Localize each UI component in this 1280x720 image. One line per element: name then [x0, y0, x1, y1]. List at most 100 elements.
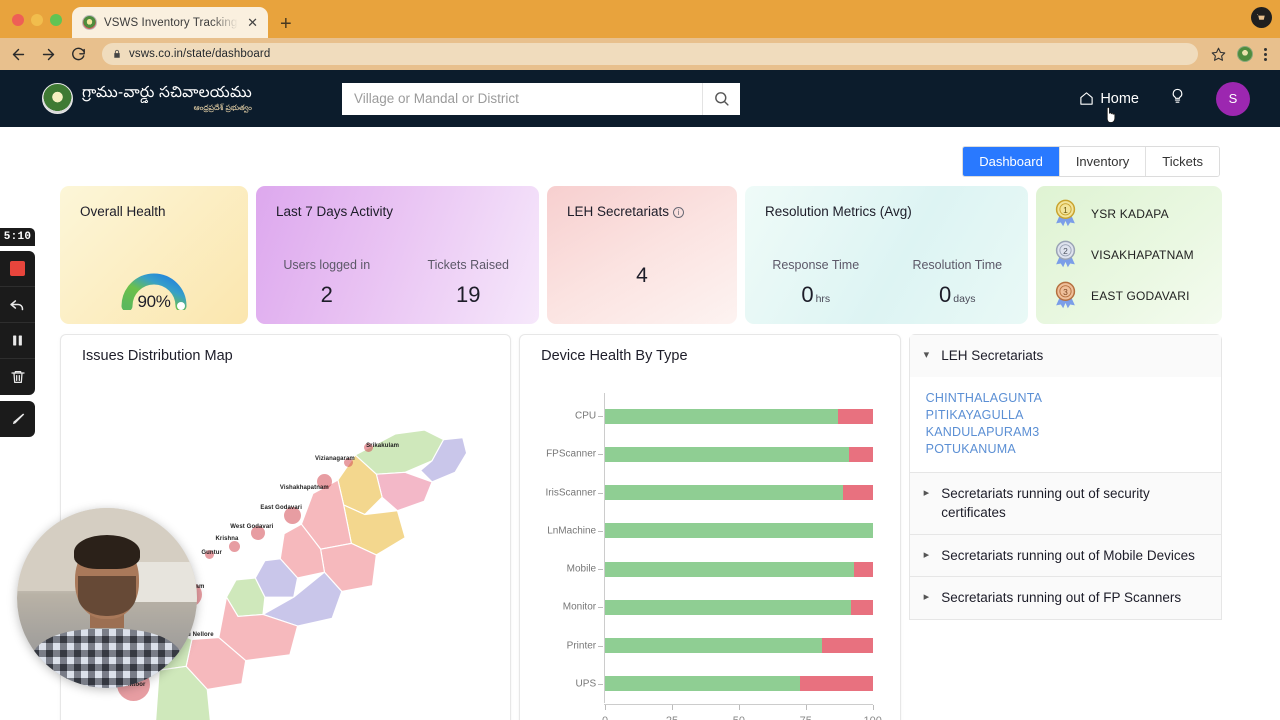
chart-bar-row: Mobile [567, 561, 873, 577]
close-tab-icon[interactable]: ✕ [247, 15, 258, 30]
info-icon[interactable]: i [673, 207, 685, 218]
chart-bar-segment-healthy[interactable] [605, 485, 844, 501]
new-tab-button[interactable]: + [280, 13, 292, 35]
ideas-bulb-button[interactable] [1169, 88, 1186, 110]
map-issue-dot[interactable] [205, 549, 215, 559]
pen-button[interactable] [0, 401, 35, 437]
stat-users-logged-in: Users logged in 2 [256, 258, 398, 308]
chart-bar-segment-unhealthy[interactable] [837, 408, 873, 424]
webcam-person-hair [74, 535, 140, 569]
chart-bar-segment-healthy[interactable] [605, 638, 822, 654]
browser-tab[interactable]: VSWS Inventory Tracking Porta ✕ [72, 7, 268, 38]
chart-bar-segment-unhealthy[interactable] [848, 446, 873, 462]
webcam-bubble[interactable] [17, 508, 197, 688]
pause-button[interactable] [0, 323, 35, 359]
kpi-card-row: Overall Health 90% [60, 186, 1222, 324]
close-window-button[interactable] [12, 14, 24, 26]
search-button[interactable] [702, 82, 740, 115]
webcam-person-body [32, 628, 182, 688]
chart-bar-row: IrisScanner [546, 485, 873, 501]
chart-x-tick-label: 25 [666, 715, 678, 720]
chart-y-tick [598, 416, 604, 418]
secretariat-link[interactable]: PITIKAYAGULLA [925, 407, 1024, 422]
chart-bar-row: UPS [576, 676, 873, 692]
user-avatar[interactable]: S [1216, 81, 1250, 116]
chart-bar-segment-unhealthy[interactable] [853, 561, 873, 577]
map-issue-dot[interactable] [251, 525, 266, 540]
nav-home[interactable]: Home [1079, 91, 1139, 123]
chart-bar-segment-unhealthy[interactable] [851, 599, 873, 615]
map-district-label: West Godavari [230, 524, 274, 531]
chevron-right-icon: ▸ [923, 486, 930, 499]
secretariat-link[interactable]: KANDULAPURAM3 [925, 424, 1040, 439]
card-title-overall-health: Overall Health [80, 204, 166, 219]
search-input[interactable] [342, 82, 702, 115]
pause-icon [13, 335, 22, 346]
undo-button[interactable] [0, 287, 35, 323]
chart-bar-segment-healthy[interactable] [605, 561, 854, 577]
chart-bar-segment-unhealthy[interactable] [821, 638, 873, 654]
minimize-window-button[interactable] [31, 14, 43, 26]
map-issue-dot[interactable] [317, 474, 333, 490]
tab-title: VSWS Inventory Tracking Porta [104, 16, 238, 29]
accordion-header[interactable]: ▸ Secretariats running out of Mobile Dev… [909, 534, 1221, 577]
map-district-label: Vishakhapatnam [279, 484, 329, 491]
address-bar-url: vsws.co.in/state/dashboard [129, 48, 271, 60]
mouse-cursor-icon [1107, 106, 1116, 123]
accordion-security-certificates: ▸ Secretariats running out of security c… [908, 471, 1222, 534]
browser-menu-button[interactable] [1264, 47, 1267, 61]
map-district-label: East Godavari [260, 504, 302, 511]
secretariat-link[interactable]: CHINTHALAGUNTA [925, 390, 1043, 405]
maximize-window-button[interactable] [50, 14, 62, 26]
accordion-header[interactable]: ▸ Secretariats running out of FP Scanner… [909, 577, 1221, 619]
map-district-label: Srikakulam [366, 442, 400, 449]
tab-tickets[interactable]: Tickets [1146, 147, 1219, 176]
chevron-down-icon: ▾ [923, 349, 930, 361]
chart-bar-segment-unhealthy[interactable] [800, 676, 873, 692]
tab-dashboard[interactable]: Dashboard [963, 147, 1060, 176]
stat-value: 0 [939, 282, 952, 307]
map-issue-dot[interactable] [283, 507, 301, 525]
browser-tabstrip: VSWS Inventory Tracking Porta ✕ + [0, 0, 1280, 38]
chart-bar-segment-healthy[interactable] [605, 599, 852, 615]
chart-bar-segment-healthy[interactable] [605, 523, 873, 539]
stop-recording-button[interactable] [0, 251, 35, 287]
secretariat-link[interactable]: POTUKANUMA [925, 441, 1016, 456]
accordion-header[interactable]: ▾ LEH Secretariats [909, 335, 1221, 377]
address-bar[interactable]: vsws.co.in/state/dashboard [102, 43, 1198, 65]
chart-bar-segment-healthy[interactable] [605, 408, 838, 424]
tab-inventory[interactable]: Inventory [1059, 147, 1147, 176]
accordion-header[interactable]: ▸ Secretariats running out of security c… [909, 472, 1221, 534]
chart-y-tick [598, 569, 604, 571]
panel-row: Issues Distribution Map [60, 334, 1222, 720]
chart-y-tick-label: Monitor [562, 601, 597, 613]
svg-text:2: 2 [1063, 246, 1068, 256]
ranking-name: YSR KADAPA [1091, 207, 1169, 221]
delete-button[interactable] [0, 359, 35, 395]
chart-y-tick [598, 530, 604, 532]
extension-icon[interactable] [1237, 46, 1253, 62]
chart-bar-segment-healthy[interactable] [605, 446, 849, 462]
window-controls [0, 14, 72, 38]
forward-button[interactable] [40, 46, 57, 63]
back-button[interactable] [10, 46, 27, 63]
site-logo[interactable]: గ్రాము-వార్డు సచివాలయము ఆంధ్రప్రదేశ్ ప్ర… [42, 83, 310, 114]
card-last-7-days-activity: Last 7 Days Activity Users logged in 2 T… [256, 186, 539, 324]
profile-badge-icon[interactable] [1251, 7, 1272, 28]
gold-medal-icon: 1 [1055, 199, 1076, 227]
map-issue-dot[interactable] [364, 442, 374, 452]
health-gauge: 90% [110, 248, 198, 315]
bookmark-star-icon[interactable] [1211, 47, 1226, 62]
chart-x-axis [604, 704, 873, 705]
card-title-leh: LEH Secretariats i [567, 204, 685, 219]
card-title-activity: Last 7 Days Activity [276, 204, 394, 219]
toolbar-actions [1211, 46, 1270, 62]
panel-secretariat-alerts: ▾ LEH Secretariats CHINTHALAGUNTA PITIKA… [908, 334, 1222, 720]
chart-bar-segment-unhealthy[interactable] [843, 485, 873, 501]
chart-bar-segment-healthy[interactable] [605, 676, 801, 692]
reload-button[interactable] [70, 46, 87, 63]
map-issue-dot[interactable] [343, 457, 353, 467]
map-issue-dot[interactable] [228, 541, 240, 553]
chevron-right-icon: ▸ [923, 591, 930, 604]
chart-bar-row: CPU [575, 408, 873, 424]
